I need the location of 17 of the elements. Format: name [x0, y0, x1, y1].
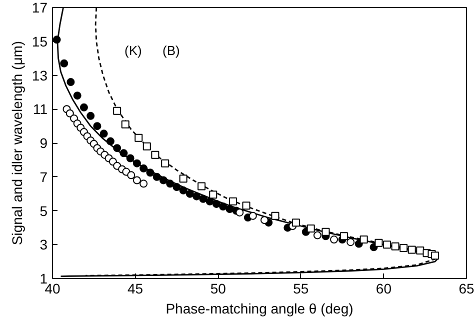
y-tick-label: 7	[40, 168, 48, 185]
annotation: (B)	[162, 43, 180, 58]
x-tick-label: 65	[458, 280, 474, 296]
x-axis-title: Phase-matching angle θ (deg)	[166, 300, 354, 316]
y-axis-title: Signal and idler wavelength (μm)	[8, 40, 25, 246]
y-tick-label: 3	[40, 236, 48, 253]
y-tick-label: 5	[40, 202, 48, 219]
y-tick-label: 15	[32, 33, 48, 50]
x-tick-label: 45	[128, 280, 144, 296]
y-tick-label: 17	[32, 0, 48, 16]
annotation: (K)	[124, 43, 142, 58]
x-tick-label: 55	[293, 280, 309, 296]
x-tick-label: 50	[210, 280, 226, 296]
y-tick-label: 13	[32, 67, 48, 84]
y-tick-label: 9	[40, 135, 48, 151]
y-tick-label: 11	[32, 101, 48, 118]
x-tick-label: 60	[376, 280, 392, 296]
